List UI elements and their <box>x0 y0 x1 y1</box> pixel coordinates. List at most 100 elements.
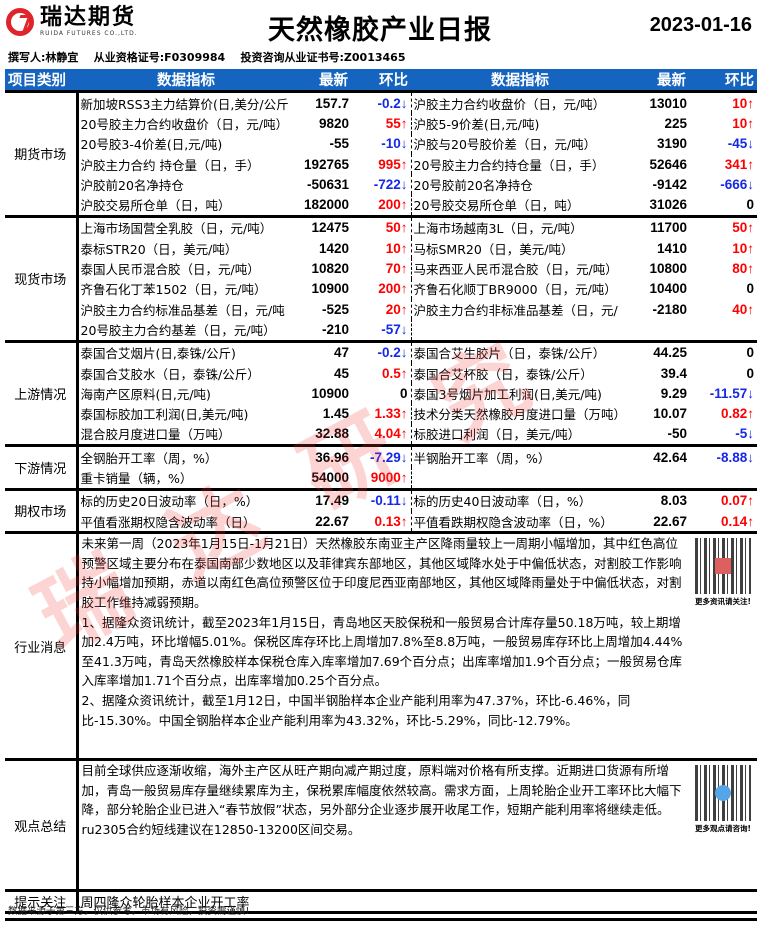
change-value: -7.29↓ <box>351 444 412 468</box>
indicator-name: 平值看跌期权隐含波动率（日，%） <box>413 514 613 530</box>
indicator-name: 半钢胎开工率（周，%） <box>411 444 629 468</box>
change-value: 0 <box>746 365 754 381</box>
table-header-row: 项目类别 数据指标 最新 环比 数据指标 最新 环比 <box>5 69 757 92</box>
indicator-name: 泰标STR20（日，美元/吨） <box>80 241 238 257</box>
table-row: 齐鲁石化丁苯1502（日，元/吨） 10900 200↑ 齐鲁石化顺丁BR9000（日… <box>5 278 757 299</box>
header-latest: 最新 <box>295 69 351 92</box>
latest-value: 10820 <box>311 261 349 277</box>
change-value: -5↓ <box>735 426 754 442</box>
logo-english-name: RUIDA FUTURES CO.,LTD. <box>40 30 138 37</box>
change-value: -0.2↓ <box>351 90 412 114</box>
latest-value: 3190 <box>656 136 687 152</box>
latest-value: 39.4 <box>660 365 687 381</box>
header-indicator-2: 数据指标 <box>411 69 629 92</box>
latest-value: 1.45 <box>322 406 349 422</box>
change-value: -666↓ <box>720 176 754 192</box>
header-indicator: 数据指标 <box>77 69 295 92</box>
change-value: -57↓ <box>351 319 412 342</box>
latest-value: 12475 <box>295 214 351 239</box>
change-value: 50↑ <box>689 214 757 239</box>
indicator-name: 泰国合艾杯胶（日，泰铢/公斤） <box>413 366 593 382</box>
change-value <box>689 319 757 341</box>
change-value: 20↑ <box>351 298 412 320</box>
section-category: 期货市场 <box>5 90 79 217</box>
table-row: 20号胶主力合约基差（日，元/吨） -210 -57↓ <box>5 319 757 342</box>
change-value: 9000↑ <box>351 467 412 490</box>
indicator-name: 沪胶前20名净持仓 <box>80 177 184 193</box>
indicator-name: 泰国合艾生胶片（日，泰铢/公斤） <box>411 339 629 363</box>
change-value: -45↓ <box>727 136 754 152</box>
indicator-name: 全钢胎开工率（周，%） <box>77 444 295 468</box>
latest-value: 42.64 <box>629 444 689 468</box>
section-category: 下游情况 <box>5 444 79 490</box>
table-row: 沪胶前20名净持仓 -50631 -722↓ 20号胶前20名净持仓 -9142 -666… <box>5 174 757 195</box>
indicator-name: 齐鲁石化丁苯1502（日，元/吨） <box>80 282 267 298</box>
latest-value: 13010 <box>629 90 689 114</box>
change-value: -722↓ <box>351 174 412 195</box>
bottom-divider <box>5 918 757 921</box>
latest-value: 17.49 <box>295 487 351 511</box>
indicator-name: 泰国合艾烟片(日,泰铢/公斤) <box>77 339 295 363</box>
table-row: 泰国合艾胶水（日，泰铢/公斤） 45 0.5↑ 泰国合艾杯胶（日，泰铢/公斤） 39.4… <box>5 362 757 384</box>
data-table: 项目类别 数据指标 最新 环比 数据指标 最新 环比 期货市场 新加坡RSS3主力结算价(日,… <box>5 69 757 915</box>
indicator-name: 海南产区原料(日,元/吨) <box>80 386 211 402</box>
qr-code-icon <box>695 765 751 822</box>
indicator-name: 沪胶与20号胶价差（日，元/吨） <box>413 137 597 153</box>
change-value <box>689 467 757 489</box>
indicator-name: 重卡销量（辆，%） <box>80 470 193 486</box>
latest-value: 192765 <box>303 156 349 172</box>
qr-caption: 更多资讯请关注! <box>695 597 751 607</box>
latest-value: -2180 <box>652 301 687 317</box>
change-value: 0 <box>746 197 754 213</box>
change-value: 4.04↑ <box>351 423 412 446</box>
indicator-name: 标的历史20日波动率（日，%） <box>77 487 295 511</box>
table-row: 泰国标胶加工利润(日,美元/吨) 1.45 1.33↑ 技术分类天然橡胶月度进口量（万… <box>5 403 757 424</box>
indicator-name: 20号胶前20名净持仓 <box>413 177 533 193</box>
table-row: 期货市场 新加坡RSS3主力结算价(日,美分/公斤 157.7 -0.2↓ 沪胶主力合约… <box>5 90 757 217</box>
latest-value: 45 <box>333 365 349 381</box>
change-value: 10↑ <box>732 240 754 256</box>
change-value: 40↑ <box>732 301 754 317</box>
change-value: 995↑ <box>351 153 412 175</box>
indicator-name <box>411 319 629 341</box>
latest-value: 10400 <box>649 281 687 297</box>
qr-code-block: 更多观点请咨询! <box>689 758 757 891</box>
indicator-name: 技术分类天然橡胶月度进口量（万吨） <box>413 407 627 423</box>
indicator-name: 马标SMR20（日，美元/吨） <box>413 241 574 257</box>
latest-value <box>629 319 689 341</box>
logo-name: 瑞达期货 <box>40 5 137 30</box>
table-row: 泰标STR20（日，美元/吨） 1420 10↑ 马标SMR20（日，美元/吨） 141… <box>5 238 757 259</box>
latest-value: 54000 <box>311 469 349 485</box>
latest-value: 36.96 <box>295 444 351 468</box>
latest-value: 52646 <box>649 156 687 172</box>
table-row: 20号胶主力合约收盘价（日，元/吨） 9820 55↑ 沪胶5-9价差(日,元/吨) 2… <box>5 113 757 134</box>
latest-value: 1410 <box>656 240 687 256</box>
qr-code-icon <box>695 538 751 595</box>
table-row: 下游情况 全钢胎开工率（周，%） 36.96 -7.29↓ 半钢胎开工率（周，%） 42.… <box>5 444 757 490</box>
change-value: 200↑ <box>351 194 412 217</box>
indicator-name: 标的历史40日波动率（日，%） <box>411 487 629 511</box>
latest-value: -210 <box>321 321 349 337</box>
author-info: 撰写人:林静宜 从业资格证号:F0309984 投资咨询从业证书号:Z00134… <box>8 51 406 64</box>
table-row: 平值看涨期权隐含波动率（日） 22.67 0.13↑ 平值看跌期权隐含波动率（日，%）… <box>5 510 757 533</box>
latest-value: 10900 <box>311 385 349 401</box>
latest-value: 9.29 <box>660 385 687 401</box>
latest-value: 11700 <box>629 214 689 239</box>
news-paragraph: 未来第一周（2023年1月15日-1月21日）天然橡胶东南亚主产区降雨量较上一周… <box>81 536 682 611</box>
latest-value: -55 <box>329 136 349 152</box>
table-row: 沪胶主力合约 持仓量（日，手） 192765 995↑ 20号胶主力合约持仓量（日，手… <box>5 153 757 175</box>
change-value: 10↑ <box>689 90 757 114</box>
change-value: -10↓ <box>351 133 412 154</box>
change-value: 80↑ <box>732 261 754 277</box>
indicator-name: 泰国人民币混合胶（日，元/吨） <box>80 262 260 278</box>
latest-value: 10900 <box>311 281 349 297</box>
table-row: 海南产区原料(日,元/吨) 10900 0 泰国3号烟片加工利润(日,美元/吨) 9.2… <box>5 383 757 404</box>
industry-news-text: 未来第一周（2023年1月15日-1月21日）天然橡胶东南亚主产区降雨量较上一周… <box>77 531 689 760</box>
indicator-name: 沪胶主力合约收盘价（日，元/吨） <box>411 90 629 114</box>
section-category: 现货市场 <box>5 214 79 342</box>
qr-caption: 更多观点请咨询! <box>695 824 751 834</box>
indicator-name: 泰国合艾胶水（日，泰铢/公斤） <box>80 366 260 382</box>
latest-value: 31026 <box>649 197 687 213</box>
indicator-name: 沪胶主力合约标准品基差（日，元/吨 <box>80 302 285 318</box>
indicator-name: 平值看涨期权隐含波动率（日） <box>80 514 256 530</box>
